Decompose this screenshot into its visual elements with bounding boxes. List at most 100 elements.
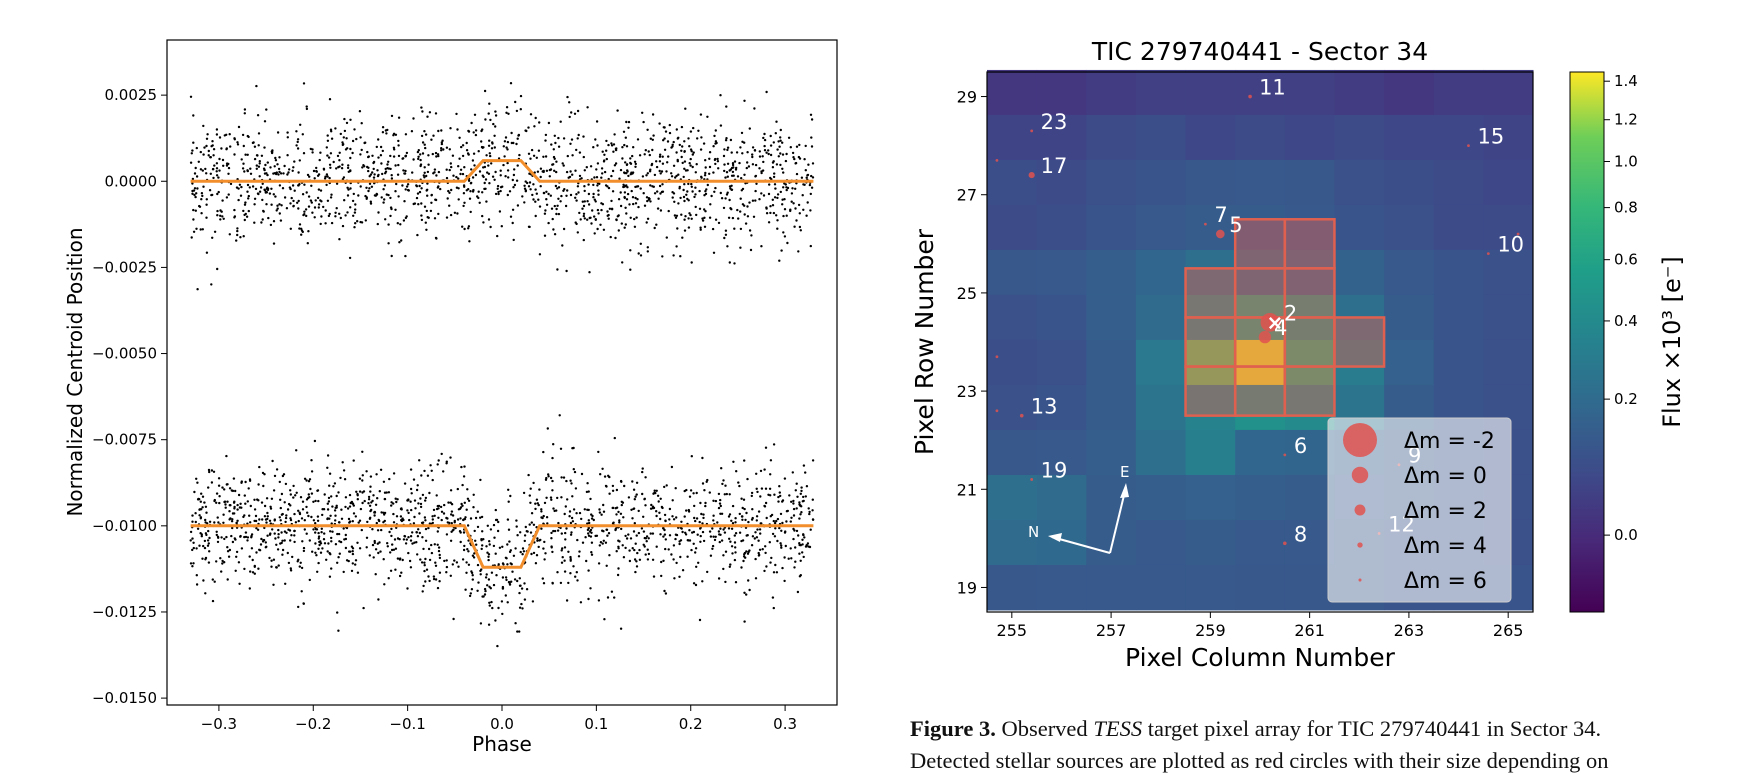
centroid-point-0 [218,157,221,161]
centroid-point-0 [685,193,688,196]
centroid-point-1 [780,544,783,547]
centroid-point-1 [269,532,272,535]
centroid-point-1 [713,538,717,542]
centroid-point-1 [253,572,256,575]
centroid-point-1 [206,522,209,525]
centroid-point-1 [763,468,766,471]
centroid-point-0 [603,170,607,174]
centroid-point-1 [195,574,198,577]
centroid-point-0 [377,211,380,214]
centroid-point-0 [758,150,761,153]
centroid-point-1 [249,570,252,573]
centroid-point-0 [421,110,424,113]
centroid-point-0 [296,147,300,150]
centroid-point-0 [778,145,781,148]
centroid-point-1 [768,487,772,490]
centroid-point-0 [551,163,554,166]
centroid-point-0 [432,134,435,137]
centroid-point-1 [465,571,468,574]
centroid-point-1 [316,515,320,518]
centroid-point-0 [703,174,707,177]
centroid-point-1 [206,544,210,547]
centroid-point-1 [543,558,546,561]
centroid-point-1 [270,497,274,500]
colorbar-tick-label: 0.8 [1614,199,1638,217]
centroid-point-0 [219,218,222,221]
centroid-point-1 [280,531,283,534]
centroid-point-0 [575,222,578,226]
centroid-point-1 [309,487,312,491]
centroid-point-1 [263,504,267,508]
centroid-point-1 [328,484,331,487]
centroid-point-1 [373,511,377,514]
centroid-point-0 [417,157,420,161]
centroid-point-0 [708,172,711,175]
centroid-point-0 [242,144,245,148]
centroid-point-0 [769,205,772,208]
centroid-point-1 [801,500,804,503]
centroid-point-1 [590,541,594,544]
pixel-cell [1334,159,1385,206]
centroid-point-0 [339,132,342,136]
centroid-point-0 [478,201,481,204]
y-tick-label: 27 [957,186,977,205]
centroid-point-1 [356,541,359,544]
centroid-point-0 [655,160,658,163]
centroid-point-1 [566,498,569,501]
centroid-point-1 [440,510,444,513]
centroid-point-0 [621,157,624,160]
centroid-point-1 [437,516,440,519]
centroid-point-1 [619,627,623,630]
centroid-point-1 [750,491,754,495]
centroid-point-0 [532,183,535,186]
centroid-point-1 [529,501,532,504]
centroid-point-1 [422,547,425,551]
centroid-point-0 [741,152,744,155]
centroid-point-1 [387,491,391,494]
centroid-point-0 [620,222,623,225]
centroid-point-1 [745,534,748,537]
centroid-point-0 [426,170,430,174]
centroid-point-1 [734,521,737,524]
centroid-point-0 [711,227,715,231]
centroid-point-1 [234,569,237,572]
centroid-point-0 [712,145,715,148]
pixel-cell [1483,294,1534,341]
centroid-point-1 [452,617,455,621]
centroid-point-0 [802,208,805,211]
centroid-point-1 [329,530,332,533]
centroid-point-1 [377,598,380,601]
centroid-point-0 [359,185,362,188]
centroid-point-1 [523,534,527,537]
centroid-point-0 [760,245,763,248]
centroid-point-1 [475,543,478,546]
centroid-point-1 [312,519,316,522]
centroid-point-0 [503,140,507,143]
centroid-point-1 [280,513,284,516]
centroid-point-0 [384,218,387,221]
centroid-point-0 [368,187,371,190]
centroid-point-1 [368,554,371,557]
centroid-point-1 [785,520,788,523]
centroid-point-0 [449,127,452,130]
source-8 [1283,541,1287,546]
centroid-point-1 [310,492,314,495]
centroid-point-1 [587,519,590,522]
centroid-point-0 [300,227,303,230]
centroid-point-0 [222,164,225,167]
centroid-point-1 [272,583,275,586]
caption-post: target pixel array for TIC 279740441 in … [1142,716,1602,741]
centroid-point-0 [467,188,470,191]
centroid-point-1 [454,526,457,530]
centroid-point-0 [491,175,495,178]
centroid-point-1 [558,414,561,417]
pixel-cell [1433,159,1484,206]
centroid-point-0 [202,153,205,156]
centroid-point-0 [218,136,222,139]
centroid-point-0 [191,149,194,152]
centroid-point-0 [255,167,258,170]
centroid-point-0 [755,182,758,185]
centroid-point-1 [515,519,518,522]
edge-source [995,355,999,359]
centroid-point-1 [557,521,560,525]
